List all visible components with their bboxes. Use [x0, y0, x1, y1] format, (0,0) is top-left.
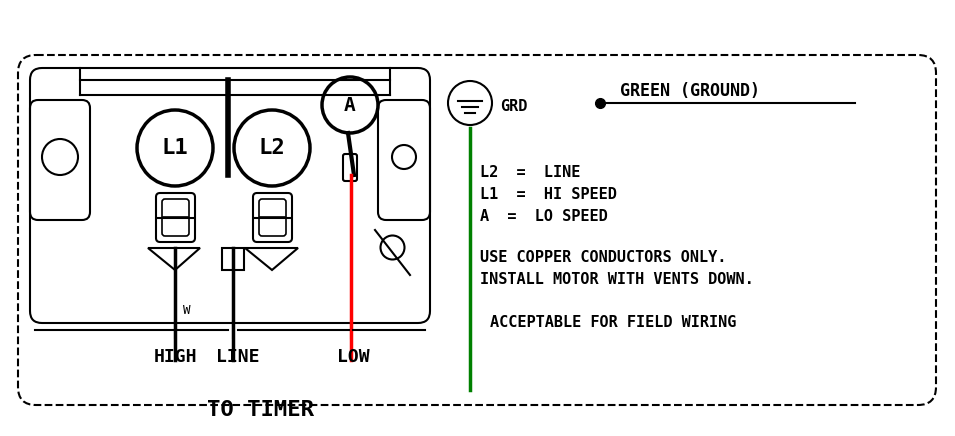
Text: L2  =  LINE: L2 = LINE [480, 165, 581, 180]
Text: LOW: LOW [337, 348, 370, 366]
Text: LINE: LINE [216, 348, 260, 366]
Text: GREEN (GROUND): GREEN (GROUND) [620, 82, 760, 100]
Text: INSTALL MOTOR WITH VENTS DOWN.: INSTALL MOTOR WITH VENTS DOWN. [480, 272, 753, 287]
Text: GRD: GRD [500, 99, 527, 113]
Text: USE COPPER CONDUCTORS ONLY.: USE COPPER CONDUCTORS ONLY. [480, 250, 727, 265]
Text: HIGH: HIGH [153, 348, 197, 366]
Text: TO TIMER: TO TIMER [206, 400, 313, 420]
Text: A  =  LO SPEED: A = LO SPEED [480, 209, 607, 224]
Text: A: A [344, 95, 356, 115]
Text: L2: L2 [259, 138, 286, 158]
Circle shape [380, 235, 405, 259]
Text: ACCEPTABLE FOR FIELD WIRING: ACCEPTABLE FOR FIELD WIRING [490, 315, 736, 330]
Text: L1: L1 [161, 138, 188, 158]
Circle shape [448, 81, 492, 125]
Circle shape [322, 77, 378, 133]
Text: W: W [183, 303, 190, 317]
Text: L1  =  HI SPEED: L1 = HI SPEED [480, 187, 617, 202]
Circle shape [234, 110, 310, 186]
Circle shape [137, 110, 213, 186]
